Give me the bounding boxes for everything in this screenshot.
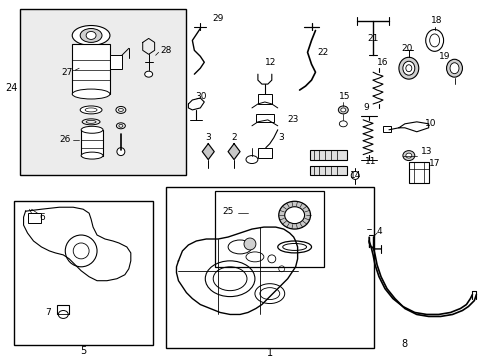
Bar xyxy=(309,150,346,159)
Text: 30: 30 xyxy=(195,91,206,100)
Ellipse shape xyxy=(405,153,411,158)
Bar xyxy=(72,44,110,94)
Text: 11: 11 xyxy=(365,157,376,166)
Text: 7: 7 xyxy=(45,308,51,317)
Text: 5: 5 xyxy=(80,346,86,356)
Ellipse shape xyxy=(402,150,414,161)
Text: 3: 3 xyxy=(205,133,211,142)
Ellipse shape xyxy=(284,207,304,224)
Text: 8: 8 xyxy=(401,339,407,349)
Bar xyxy=(382,126,390,132)
Text: 23: 23 xyxy=(287,115,299,124)
Ellipse shape xyxy=(278,201,310,229)
Bar xyxy=(215,192,324,267)
Bar xyxy=(20,9,186,175)
Text: 1: 1 xyxy=(266,348,272,358)
Bar xyxy=(408,162,428,183)
Bar xyxy=(255,114,273,122)
Bar xyxy=(110,55,122,69)
Polygon shape xyxy=(227,144,240,159)
Bar xyxy=(257,94,271,104)
Ellipse shape xyxy=(449,63,458,74)
Bar xyxy=(57,305,69,315)
Ellipse shape xyxy=(398,57,418,79)
Bar xyxy=(165,187,373,348)
Text: 10: 10 xyxy=(424,119,435,128)
Text: 12: 12 xyxy=(264,58,276,67)
Circle shape xyxy=(350,171,359,179)
Text: 27: 27 xyxy=(61,68,73,77)
Circle shape xyxy=(244,238,255,250)
Ellipse shape xyxy=(72,89,110,99)
Text: 25: 25 xyxy=(222,207,233,216)
Ellipse shape xyxy=(340,108,345,112)
Text: 26: 26 xyxy=(60,135,71,144)
Ellipse shape xyxy=(72,26,110,45)
Text: 28: 28 xyxy=(160,46,172,55)
Text: 20: 20 xyxy=(400,44,411,53)
Bar xyxy=(14,201,152,345)
Text: 22: 22 xyxy=(317,48,328,57)
Bar xyxy=(81,130,103,156)
Bar xyxy=(257,148,271,158)
Text: 15: 15 xyxy=(339,91,350,100)
Text: 2: 2 xyxy=(231,133,236,142)
Ellipse shape xyxy=(144,71,152,77)
Ellipse shape xyxy=(86,31,96,39)
Text: 24: 24 xyxy=(6,83,18,93)
Circle shape xyxy=(117,148,124,156)
Ellipse shape xyxy=(338,106,347,114)
Text: 18: 18 xyxy=(430,16,441,25)
Text: 9: 9 xyxy=(363,103,368,112)
Text: 3: 3 xyxy=(277,133,283,142)
Text: 4: 4 xyxy=(376,226,382,235)
Ellipse shape xyxy=(81,152,103,159)
Text: 29: 29 xyxy=(212,14,223,23)
Bar xyxy=(27,213,41,223)
Polygon shape xyxy=(202,144,214,159)
Ellipse shape xyxy=(58,310,68,319)
Text: 19: 19 xyxy=(438,52,449,61)
Ellipse shape xyxy=(80,106,102,114)
Ellipse shape xyxy=(80,28,102,42)
Text: 14: 14 xyxy=(349,171,360,180)
Ellipse shape xyxy=(402,61,414,75)
Text: 16: 16 xyxy=(376,58,388,67)
Text: 17: 17 xyxy=(428,159,439,168)
Text: 13: 13 xyxy=(420,147,431,156)
Bar xyxy=(309,166,346,175)
Text: 6: 6 xyxy=(40,213,45,222)
Ellipse shape xyxy=(446,59,462,77)
Text: 21: 21 xyxy=(366,34,378,43)
Ellipse shape xyxy=(81,126,103,133)
Ellipse shape xyxy=(245,156,257,163)
